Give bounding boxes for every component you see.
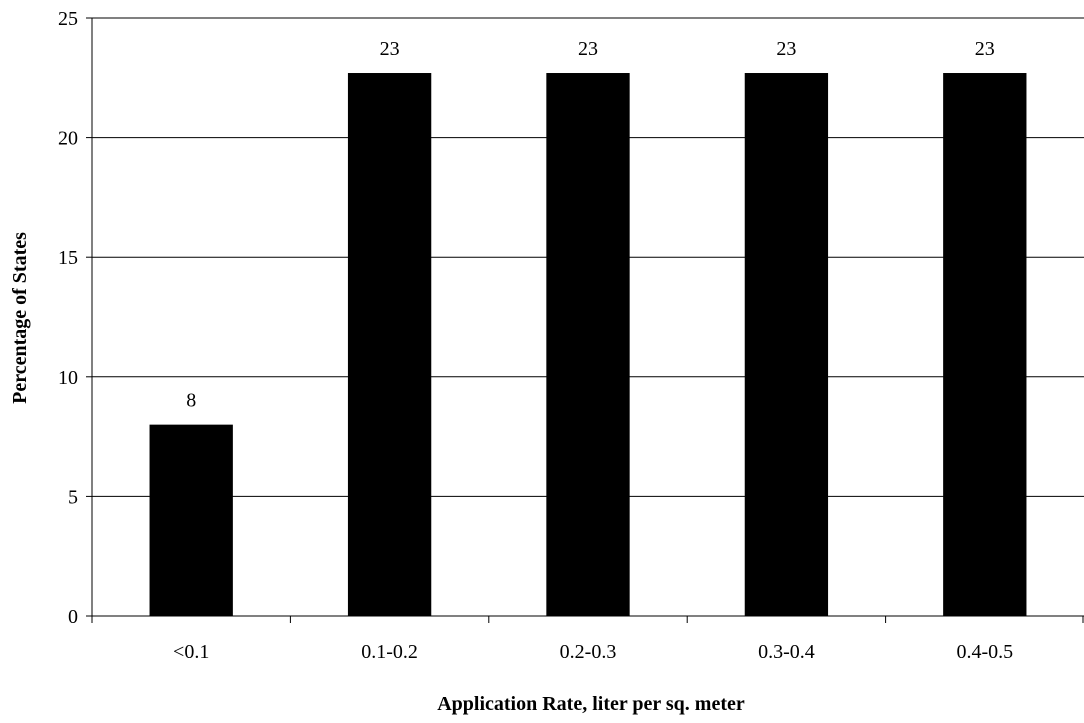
labels: 0 5 10 15 20 25 8 <0.1 23 0.1-0.2 23 0.2-0.3 23 0.3-0… xyxy=(58,8,1013,663)
x-tick-label-1: 0.1-0.2 xyxy=(361,641,418,663)
data-label-4: 23 xyxy=(975,38,995,60)
data-label-3: 23 xyxy=(776,38,796,60)
y-tick-label-0: 0 xyxy=(68,606,78,628)
data-label-0: 8 xyxy=(186,390,196,412)
data-label-1: 23 xyxy=(380,38,400,60)
bar-2 xyxy=(546,73,630,617)
x-axis-title: Application Rate, liter per sq. meter xyxy=(437,693,745,715)
y-axis-title: Percentage of States xyxy=(9,232,31,404)
data-label-2: 23 xyxy=(578,38,598,60)
axes xyxy=(86,17,1084,623)
bar-4 xyxy=(943,73,1027,617)
x-tick-label-4: 0.4-0.5 xyxy=(956,641,1013,663)
bar-0 xyxy=(149,424,233,616)
y-tick-label-10: 10 xyxy=(58,367,78,389)
bar-1 xyxy=(347,73,432,617)
y-tick-label-5: 5 xyxy=(68,486,78,508)
y-tick-label-25: 25 xyxy=(58,8,78,30)
y-tick-label-20: 20 xyxy=(58,128,78,150)
bars xyxy=(149,73,1027,617)
x-tick-label-3: 0.3-0.4 xyxy=(758,641,815,663)
x-tick-label-2: 0.2-0.3 xyxy=(560,641,617,663)
bar-3 xyxy=(744,73,829,617)
x-tick-label-0: <0.1 xyxy=(173,641,209,663)
y-tick-label-15: 15 xyxy=(58,247,78,269)
